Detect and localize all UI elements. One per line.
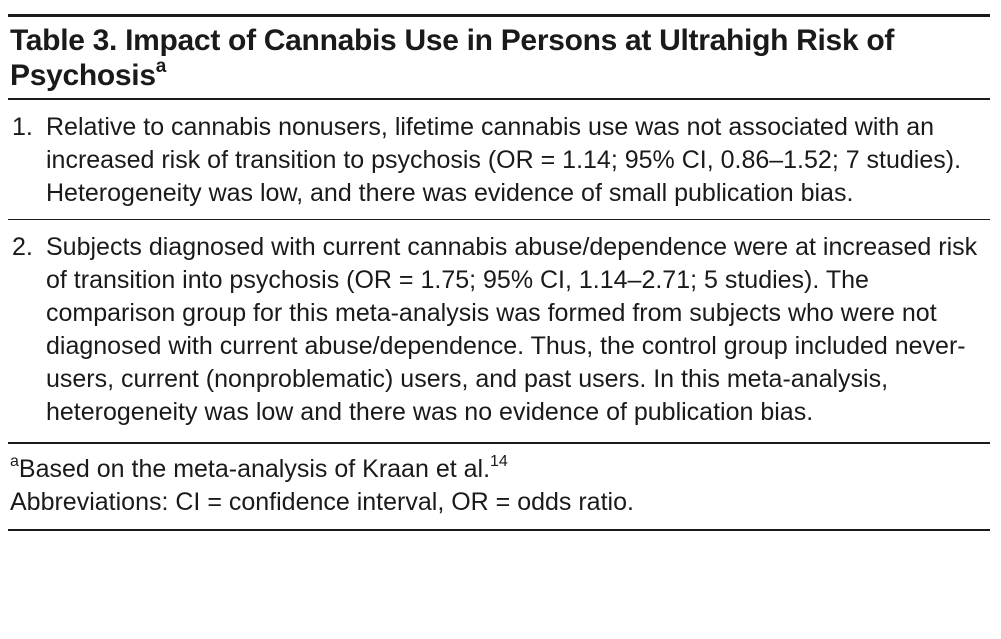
list-item: 1. Relative to cannabis nonusers, lifeti… <box>8 100 990 219</box>
list-item: 2. Subjects diagnosed with current canna… <box>8 219 990 438</box>
top-rule <box>8 14 990 17</box>
footnote-marker: a <box>10 452 19 470</box>
item-number: 2. <box>12 233 33 261</box>
item-text: Subjects diagnosed with current cannabis… <box>46 233 978 426</box>
header-rule <box>8 98 990 100</box>
abbreviations: Abbreviations: CI = confidence interval,… <box>10 488 634 516</box>
table-title-text: Table 3. Impact of Cannabis Use in Perso… <box>10 24 895 92</box>
item-text: Relative to cannabis nonusers, lifetime … <box>46 113 962 207</box>
footnote-reference: 14 <box>490 452 508 470</box>
footnotes: aBased on the meta-analysis of Kraan et … <box>8 444 990 529</box>
footer-rule <box>8 442 990 444</box>
table-title: Table 3. Impact of Cannabis Use in Perso… <box>10 23 990 93</box>
footnote-text: Based on the meta-analysis of Kraan et a… <box>18 455 491 483</box>
table: Table 3. Impact of Cannabis Use in Perso… <box>8 0 990 531</box>
findings-list: 1. Relative to cannabis nonusers, lifeti… <box>8 100 990 438</box>
item-number: 1. <box>12 113 33 141</box>
footnote: aBased on the meta-analysis of Kraan et … <box>10 453 990 486</box>
bottom-rule <box>8 529 990 531</box>
title-footnote-marker: a <box>155 56 167 77</box>
